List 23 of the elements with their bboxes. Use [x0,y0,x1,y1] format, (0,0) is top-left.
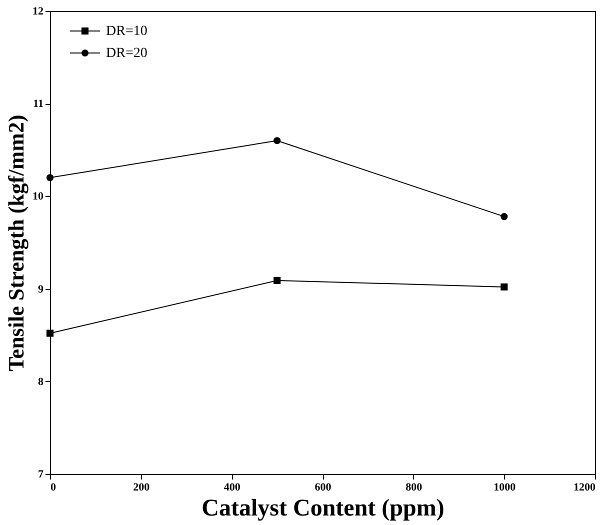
x-tick-label: 400 [224,482,241,494]
point [46,330,54,337]
x-axis-title: Catalyst Content (ppm) [202,496,444,522]
y-axis-title: Tensile Strength (kgf/mm2) [4,114,28,372]
point [500,213,508,220]
y-tick-label: 11 [33,98,44,110]
x-tick-label: 1200 [574,482,596,494]
x-tick-label: 200 [133,482,150,494]
y-tick-label: 12 [32,6,44,18]
legend-label: DR=10 [106,24,148,39]
point [500,283,508,290]
point [274,276,281,284]
point [46,174,54,182]
x-tick-label: 800 [406,482,423,494]
point [274,137,281,144]
legend-label: DR=20 [106,46,148,61]
y-tick-label: 7 [38,468,44,480]
x-tick-label: 600 [314,482,332,494]
y-tick-label: 10 [32,190,44,203]
y-tick-label: 8 [38,376,44,388]
y-tick-label: 9 [38,283,44,296]
x-tick-label: 1000 [494,482,516,494]
x-tick-label: 0 [50,482,56,494]
